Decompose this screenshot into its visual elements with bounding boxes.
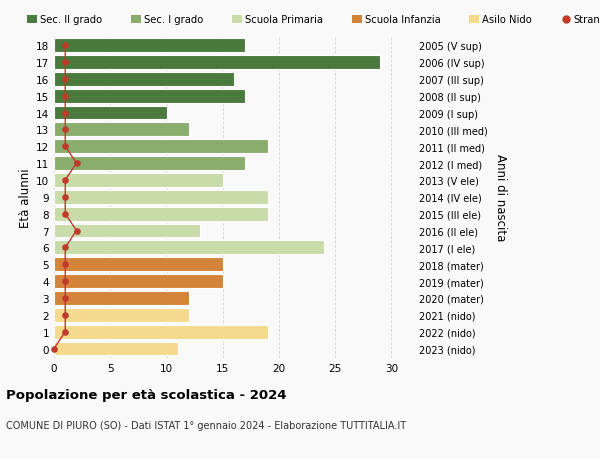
- Bar: [54, 342, 178, 356]
- Point: [61, 211, 70, 218]
- Point: [61, 261, 70, 269]
- Bar: [54, 123, 189, 137]
- Point: [61, 126, 70, 134]
- Point: [61, 76, 70, 83]
- Bar: [54, 241, 324, 255]
- Bar: [54, 157, 245, 171]
- Bar: [54, 39, 245, 53]
- Point: [61, 244, 70, 252]
- Text: COMUNE DI PIURO (SO) - Dati ISTAT 1° gennaio 2024 - Elaborazione TUTTITALIA.IT: COMUNE DI PIURO (SO) - Dati ISTAT 1° gen…: [6, 420, 406, 430]
- Point: [61, 295, 70, 302]
- Point: [61, 194, 70, 201]
- Point: [72, 160, 82, 168]
- Point: [61, 59, 70, 67]
- Bar: [54, 207, 268, 221]
- Bar: [54, 274, 223, 288]
- Bar: [54, 73, 234, 86]
- Point: [61, 42, 70, 50]
- Y-axis label: Anni di nascita: Anni di nascita: [494, 154, 507, 241]
- Bar: [54, 90, 245, 103]
- Bar: [54, 325, 268, 339]
- Point: [61, 110, 70, 117]
- Bar: [54, 308, 189, 322]
- Point: [61, 143, 70, 151]
- Legend: Sec. II grado, Sec. I grado, Scuola Primaria, Scuola Infanzia, Asilo Nido, Stran: Sec. II grado, Sec. I grado, Scuola Prim…: [26, 15, 600, 25]
- Point: [61, 93, 70, 100]
- Point: [61, 278, 70, 285]
- Y-axis label: Età alunni: Età alunni: [19, 168, 32, 227]
- Bar: [54, 140, 268, 154]
- Bar: [54, 174, 223, 187]
- Bar: [54, 56, 380, 70]
- Text: Popolazione per età scolastica - 2024: Popolazione per età scolastica - 2024: [6, 388, 287, 401]
- Bar: [54, 291, 189, 305]
- Point: [72, 227, 82, 235]
- Point: [61, 177, 70, 184]
- Bar: [54, 258, 223, 272]
- Bar: [54, 224, 200, 238]
- Point: [61, 328, 70, 336]
- Bar: [54, 190, 268, 204]
- Point: [61, 312, 70, 319]
- Point: [49, 345, 59, 353]
- Bar: [54, 106, 167, 120]
